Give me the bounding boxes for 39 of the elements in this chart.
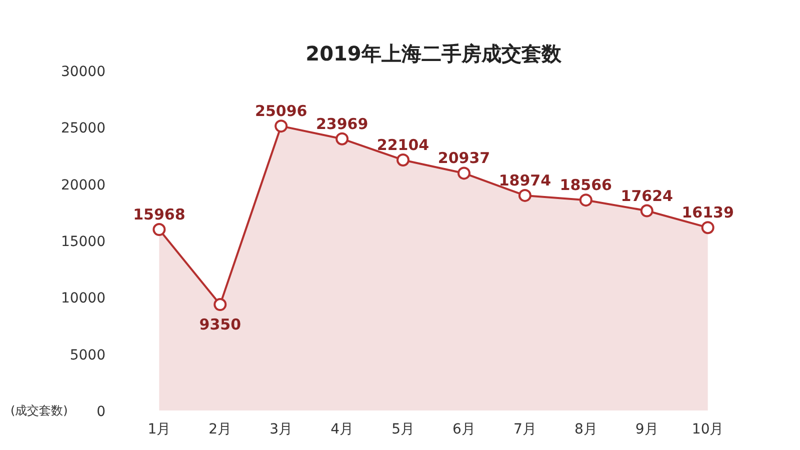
point — [274, 120, 288, 133]
point — [152, 223, 166, 236]
y-tick-label: 20000 — [60, 177, 106, 194]
data-label: 23969 — [316, 114, 368, 133]
point — [457, 166, 470, 180]
data-label: 16139 — [682, 204, 734, 222]
y-axis-title: (成交套数) — [10, 404, 68, 418]
point — [579, 194, 592, 207]
y-tick-label: 15000 — [60, 234, 106, 250]
x-tick-label: 2月 — [208, 422, 232, 438]
x-tick-label: 1月 — [148, 422, 171, 438]
y-tick-label: 5000 — [70, 347, 106, 364]
y-tick-label: 0 — [96, 404, 106, 420]
point — [701, 221, 714, 234]
point — [396, 154, 410, 166]
data-label: 18566 — [560, 176, 612, 194]
data-label: 15968 — [133, 206, 186, 224]
x-tick-label: 5月 — [392, 422, 414, 438]
data-label: 9350 — [199, 316, 242, 334]
x-tick-label: 4月 — [330, 422, 354, 438]
x-tick-label: 9月 — [635, 422, 658, 438]
point — [336, 132, 349, 146]
data-label: 22104 — [376, 136, 430, 154]
point — [214, 298, 227, 312]
y-tick-label: 30000 — [60, 64, 106, 80]
point — [518, 188, 532, 202]
y-tick-label: 25000 — [60, 120, 106, 137]
data-label: 25096 — [255, 102, 308, 120]
data-label: 17624 — [620, 186, 673, 205]
data-label: 18974 — [498, 171, 552, 190]
x-tick-label: 7月 — [513, 422, 536, 438]
x-tick-label: 8月 — [574, 422, 598, 438]
x-tick-label: 6月 — [452, 422, 476, 438]
chart-title: 2019年上海二手房成交套数 — [306, 42, 562, 66]
point — [640, 204, 654, 218]
x-tick-label: 3月 — [270, 422, 293, 438]
x-tick-label: 10月 — [692, 422, 724, 438]
data-label: 20937 — [438, 149, 490, 168]
y-tick-label: 10000 — [60, 290, 106, 307]
